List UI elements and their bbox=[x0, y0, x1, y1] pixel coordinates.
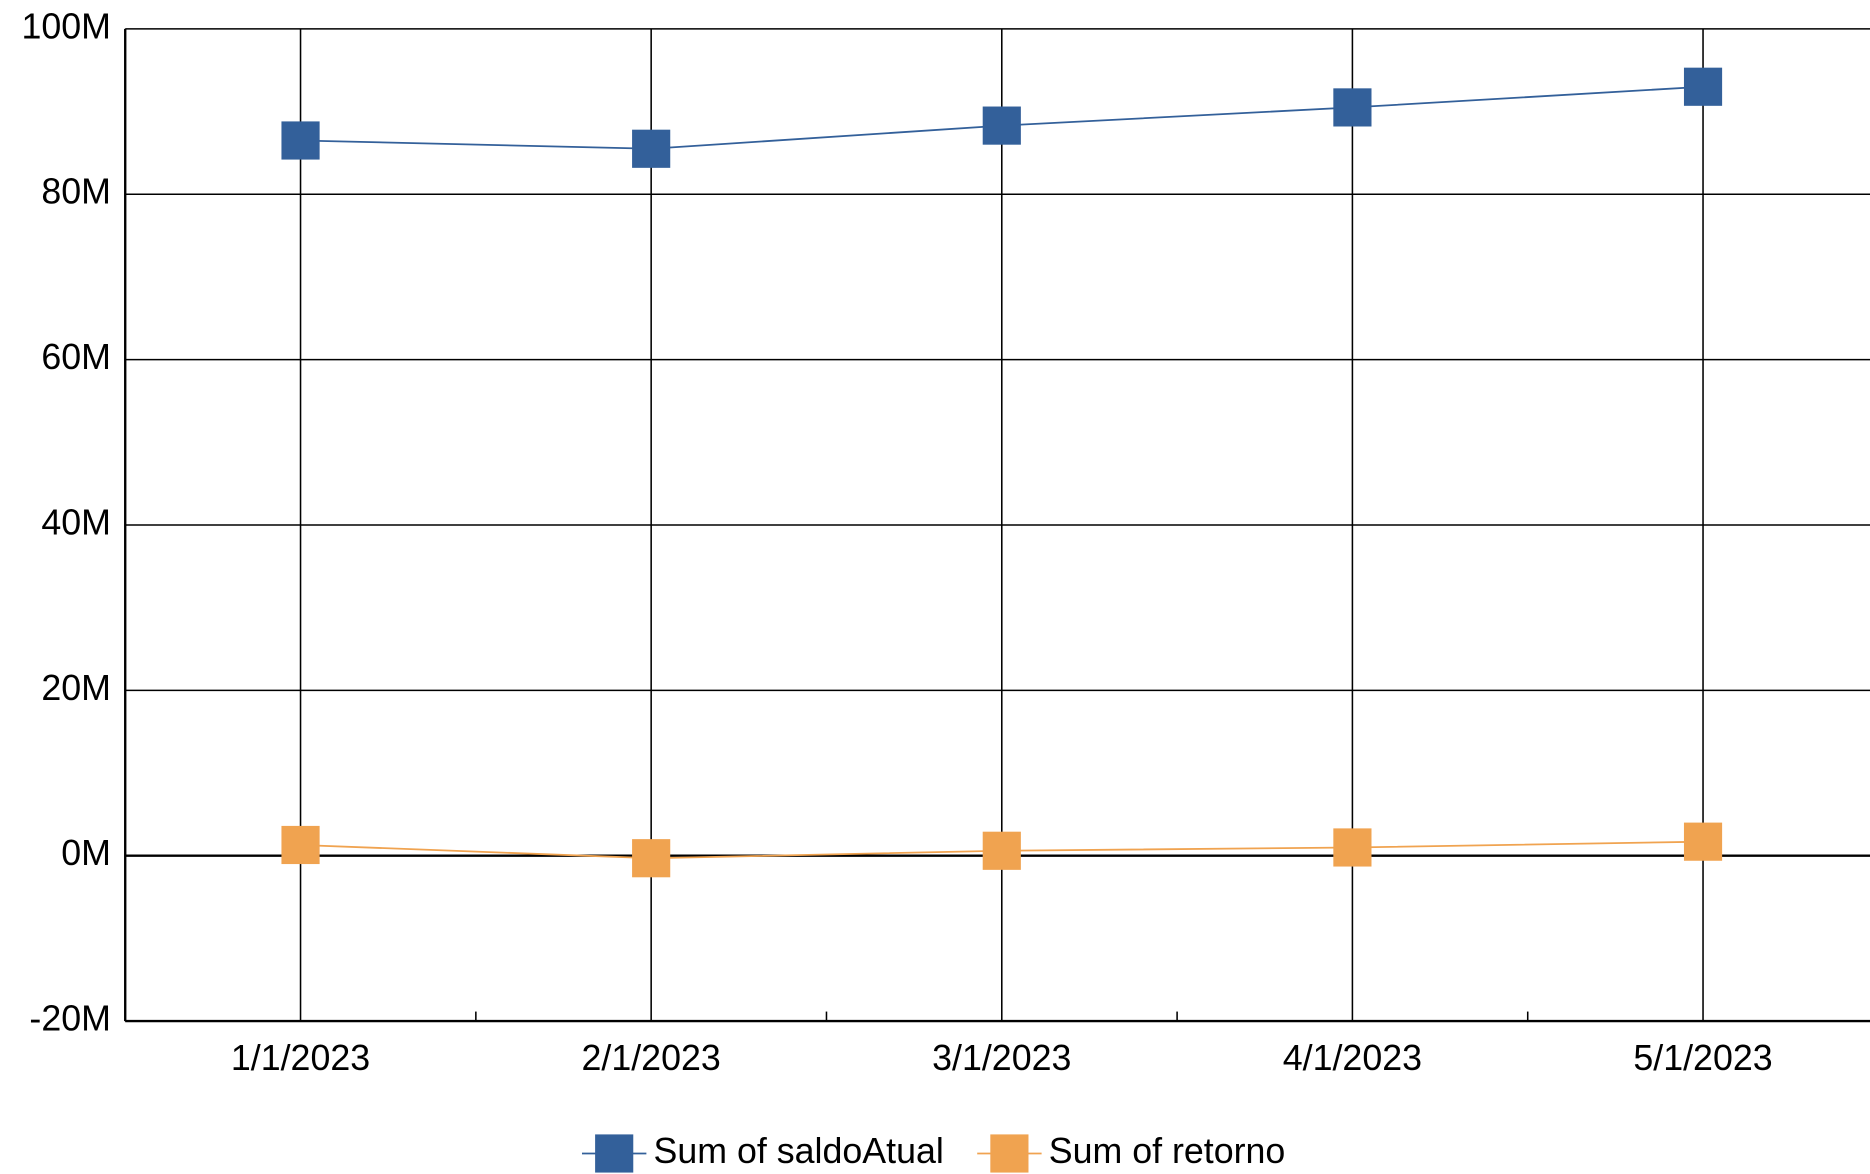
y-tick-label: 60M bbox=[41, 337, 111, 377]
data-point bbox=[982, 831, 1021, 870]
y-tick-label: 80M bbox=[41, 172, 111, 212]
y-tick-label: 0M bbox=[61, 833, 111, 873]
legend-marker bbox=[990, 1134, 1029, 1173]
x-tick-label: 1/1/2023 bbox=[231, 1038, 370, 1078]
legend-marker bbox=[595, 1134, 634, 1173]
data-point bbox=[632, 839, 671, 878]
x-tick-label: 3/1/2023 bbox=[932, 1038, 1071, 1078]
legend-label: Sum of retorno bbox=[1049, 1131, 1286, 1171]
data-point bbox=[281, 825, 320, 865]
data-point bbox=[1683, 67, 1723, 106]
data-point bbox=[1333, 88, 1372, 127]
legend-label: Sum of saldoAtual bbox=[654, 1131, 944, 1171]
x-tick-label: 2/1/2023 bbox=[582, 1038, 721, 1078]
y-tick-label: 100M bbox=[21, 6, 110, 46]
y-tick-label: 40M bbox=[41, 502, 111, 542]
data-point bbox=[281, 121, 320, 160]
y-tick-label: 20M bbox=[41, 668, 111, 708]
data-point bbox=[632, 129, 671, 168]
data-point bbox=[1333, 828, 1372, 867]
y-tick-label: -20M bbox=[29, 999, 111, 1039]
x-tick-label: 5/1/2023 bbox=[1633, 1038, 1772, 1078]
data-point bbox=[982, 106, 1021, 145]
x-tick-label: 4/1/2023 bbox=[1283, 1038, 1422, 1078]
data-point bbox=[1683, 822, 1723, 861]
